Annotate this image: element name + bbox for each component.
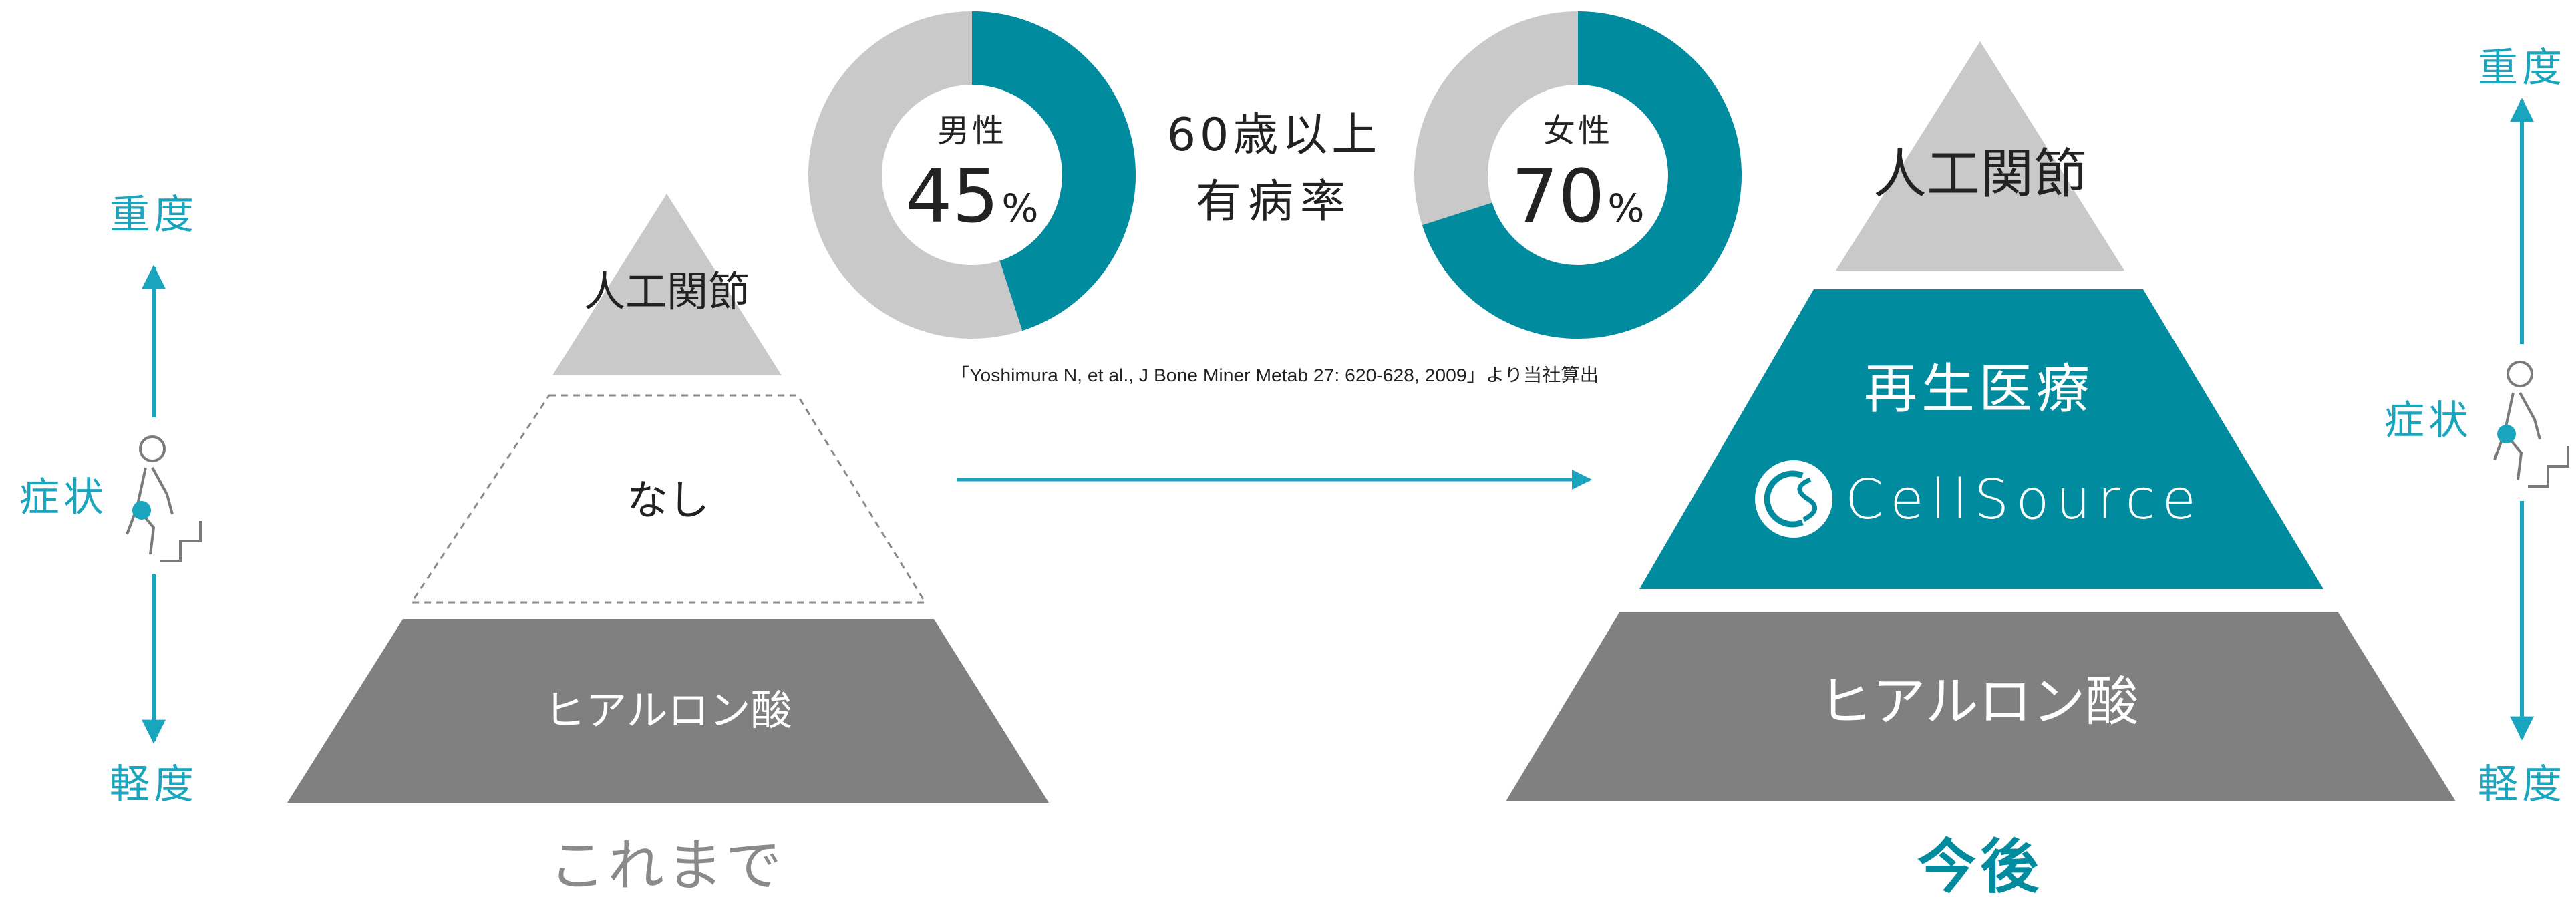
prevalence-title-line1: 60歳以上 — [1167, 109, 1382, 162]
right-pyramid-bottom-label: ヒアルロン酸 — [1818, 671, 2138, 733]
right-person-icon — [2493, 361, 2569, 488]
female-donut-chart: 女性 70% — [1414, 11, 1742, 339]
left-pyramid-top-tier — [552, 194, 782, 375]
left-severity-scale: 重度 症状 軽度 — [19, 192, 202, 808]
right-pyramid-middle-label: 再生医療 — [1864, 358, 2094, 420]
male-unit: % — [1001, 186, 1038, 231]
left-mild-label: 軽度 — [110, 761, 198, 808]
right-pyramid-caption: 今後 — [1917, 832, 2043, 897]
right-symptom-label: 症状 — [2384, 397, 2472, 444]
female-donut-value-arc — [1414, 11, 1742, 339]
left-severe-label: 重度 — [110, 192, 198, 238]
left-symptom-label: 症状 — [19, 474, 108, 521]
left-pyramid-bottom-label: ヒアルロン酸 — [544, 686, 792, 735]
cellsource-logo-s-icon — [1797, 477, 1817, 522]
right-pyramid-bottom-tier — [1506, 612, 2456, 801]
cellsource-logo: CellSource — [1755, 460, 2203, 538]
female-label: 女性 — [1543, 112, 1613, 150]
left-pyramid-top-label: 人工関節 — [584, 267, 750, 316]
citation-text: 「Yoshimura N, et al., J Bone Miner Metab… — [951, 365, 1599, 385]
male-donut-value-arc — [808, 11, 1136, 339]
male-donut-chart: 男性 45% — [808, 11, 1136, 339]
left-pyramid: 人工関節 なし ヒアルロン酸 これまで — [287, 194, 1049, 897]
right-pyramid: 人工関節 再生医療 CellSource ヒアルロン酸 今後 — [1506, 41, 2456, 897]
right-severe-label: 重度 — [2478, 45, 2566, 92]
left-pyramid-middle-tier — [410, 394, 927, 604]
right-knee-dot — [2497, 425, 2516, 443]
male-value: 45 — [905, 154, 999, 239]
cellsource-logo-c-icon — [1764, 470, 1804, 528]
female-unit: % — [1607, 186, 1644, 231]
left-pyramid-bottom-tier — [287, 619, 1049, 803]
left-pyramid-middle-label: なし — [627, 476, 709, 524]
female-value-text: 70% — [1511, 154, 1644, 239]
right-severity-scale: 重度 症状 軽度 — [2384, 45, 2569, 808]
right-pyramid-top-tier — [1836, 41, 2124, 271]
left-knee-dot — [132, 501, 151, 520]
right-pyramid-top-label: 人工関節 — [1873, 143, 2087, 205]
male-label: 男性 — [937, 112, 1007, 150]
left-pyramid-caption: これまで — [549, 833, 784, 897]
cellsource-brand: CellSource — [1845, 468, 2203, 532]
male-value-text: 45% — [905, 154, 1038, 239]
left-person-icon — [126, 435, 202, 562]
prevalence-title-line2: 有病率 — [1196, 176, 1352, 228]
right-pyramid-middle-tier — [1639, 289, 2323, 589]
right-mild-label: 軽度 — [2478, 761, 2566, 808]
female-value: 70 — [1511, 154, 1605, 239]
